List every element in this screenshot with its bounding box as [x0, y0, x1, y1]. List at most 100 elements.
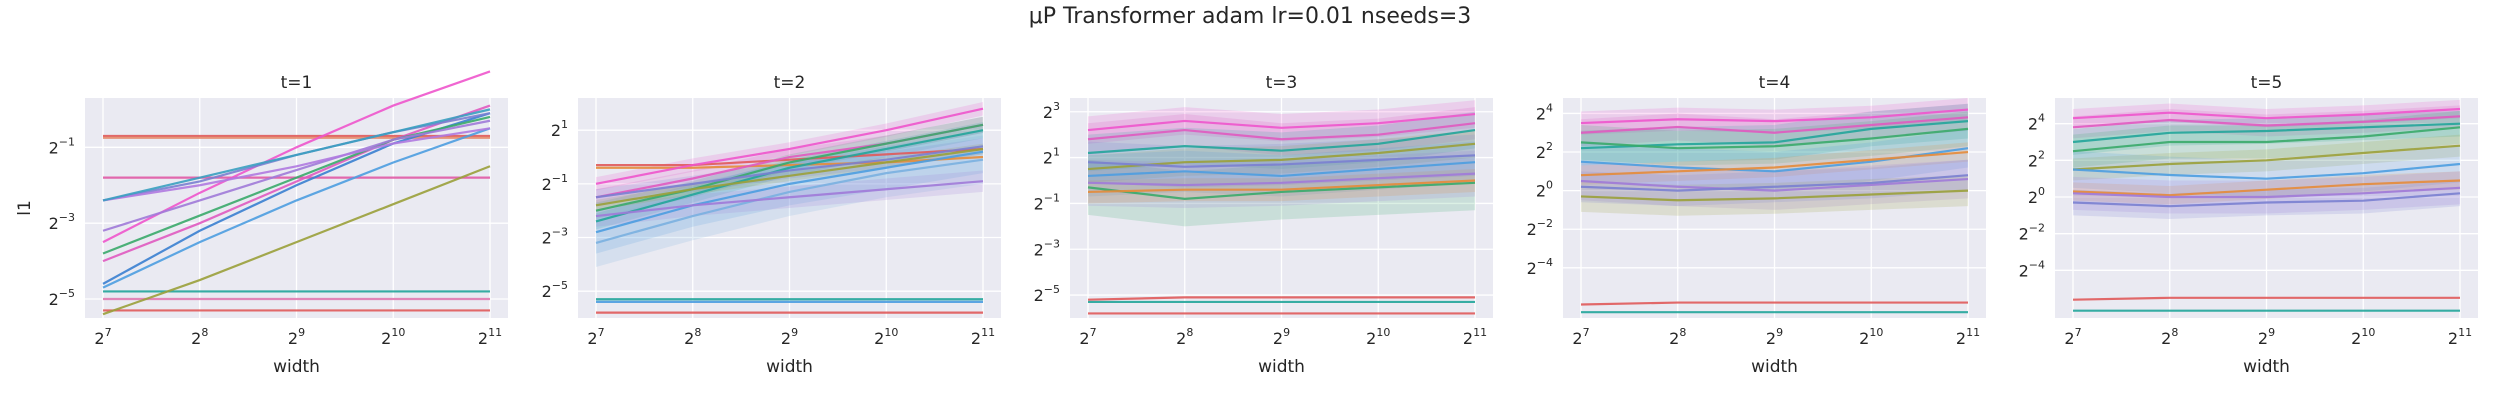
series-line [1580, 174, 1969, 192]
series-line [1580, 301, 1968, 306]
x-tick-label: 27 [94, 326, 111, 348]
series-line [102, 119, 491, 232]
series-line [596, 147, 984, 167]
series-line [2072, 186, 2461, 199]
series-band [1581, 128, 1968, 191]
series-line [1580, 150, 1969, 177]
series-line [102, 108, 491, 202]
x-tick-label: 210 [874, 326, 898, 348]
y-tick-label: 2−5 [49, 287, 75, 309]
series-line [2072, 122, 2461, 144]
series-line [2072, 144, 2461, 171]
y-tick-label: 2−5 [542, 279, 568, 301]
y-tick-label: 2−4 [2019, 258, 2045, 280]
x-tick-label: 28 [191, 326, 208, 348]
series-line [1087, 161, 1476, 178]
y-tick-label: 24 [1536, 101, 1553, 123]
x-tick-label: 210 [1366, 326, 1390, 348]
x-tick-label: 210 [1859, 326, 1883, 348]
y-tick-label: 21 [1043, 146, 1060, 168]
x-tick-label: 29 [781, 326, 798, 348]
series-line [595, 147, 984, 207]
y-axis-label: l1 [15, 200, 35, 216]
y-tick-label: 2−1 [49, 135, 75, 157]
series-band [2073, 180, 2460, 219]
series-line [1580, 177, 1969, 192]
subplot-3: 27 28 29 210 211 2−5 2−3 2−1 21 23 t=3 width [1034, 73, 1493, 377]
series-line [2072, 179, 2461, 197]
series-band [2073, 134, 2460, 181]
subplot-title: t=5 [2251, 73, 2283, 93]
series-line [1580, 116, 1969, 134]
series-line [2072, 107, 2461, 120]
series-line [1580, 189, 1969, 202]
x-tick-label: 210 [381, 326, 405, 348]
x-tick-label: 29 [1273, 326, 1290, 348]
series-line [595, 158, 984, 244]
x-tick-label: 28 [1176, 326, 1193, 348]
series-band [2073, 171, 2460, 214]
series-band [596, 170, 983, 227]
x-tick-label: 211 [971, 326, 995, 348]
series-band [1581, 142, 1968, 185]
x-tick-label: 27 [2064, 326, 2081, 348]
series-band [1581, 103, 1968, 166]
y-tick-label: 2−2 [2019, 222, 2045, 244]
x-tick-label: 210 [2351, 326, 2375, 348]
x-tick-label: 211 [1463, 326, 1487, 348]
subplot-title: t=4 [1759, 73, 1791, 93]
x-axis-label: width [1258, 357, 1305, 377]
x-tick-label: 211 [478, 326, 502, 348]
series-band [2073, 110, 2460, 168]
series-line [1087, 179, 1476, 194]
x-tick-label: 27 [1572, 326, 1589, 348]
x-tick-label: 27 [1079, 326, 1096, 348]
series-line [2072, 126, 2461, 153]
series-line [595, 107, 984, 185]
x-axis-label: width [766, 357, 813, 377]
figure-title: μP Transformer adam lr=0.01 nseeds=3 [1028, 4, 1472, 29]
x-tick-label: 211 [1956, 326, 1980, 348]
series-band [1088, 141, 1475, 197]
series-line [595, 180, 984, 218]
y-tick-label: 2−3 [1034, 237, 1060, 259]
series-line [595, 123, 984, 212]
y-tick-label: 2−1 [1034, 191, 1060, 213]
x-tick-label: 28 [1669, 326, 1686, 348]
y-tick-label: 2−3 [542, 226, 568, 248]
x-tick-label: 27 [587, 326, 604, 348]
series-line [595, 129, 984, 223]
series-line [595, 150, 984, 234]
x-tick-label: 28 [2161, 326, 2178, 348]
series-line [596, 155, 984, 169]
series-band [1088, 134, 1475, 188]
x-tick-label: 29 [1766, 326, 1783, 348]
y-tick-label: 23 [1043, 100, 1060, 122]
y-tick-label: 2−2 [1527, 217, 1553, 239]
y-tick-label: 24 [2028, 112, 2045, 134]
series-line [1087, 172, 1476, 187]
y-tick-label: 20 [1536, 179, 1553, 201]
series-band [1088, 150, 1475, 208]
series-line [1087, 122, 1476, 141]
x-axis-label: width [2243, 357, 2290, 377]
series-line [102, 104, 491, 263]
x-tick-label: 28 [684, 326, 701, 348]
series-line [2072, 115, 2461, 129]
series-line [102, 127, 491, 289]
series-band [1088, 100, 1475, 144]
y-tick-label: 22 [1536, 140, 1553, 162]
x-axis-label: width [273, 357, 320, 377]
series-line [102, 115, 491, 255]
subplot-4: 27 28 29 210 211 2−4 2−2 20 22 24 t=4 width [1527, 73, 1986, 377]
series-band [1581, 103, 1968, 147]
series-line [2072, 296, 2460, 301]
series-line [2072, 192, 2461, 208]
x-tick-label: 29 [2258, 326, 2275, 348]
subplot-title: t=3 [1266, 73, 1298, 93]
x-axis-label: width [1751, 357, 1798, 377]
x-tick-label: 211 [2448, 326, 2472, 348]
series-line [1580, 108, 1969, 125]
y-tick-label: 21 [551, 118, 568, 140]
